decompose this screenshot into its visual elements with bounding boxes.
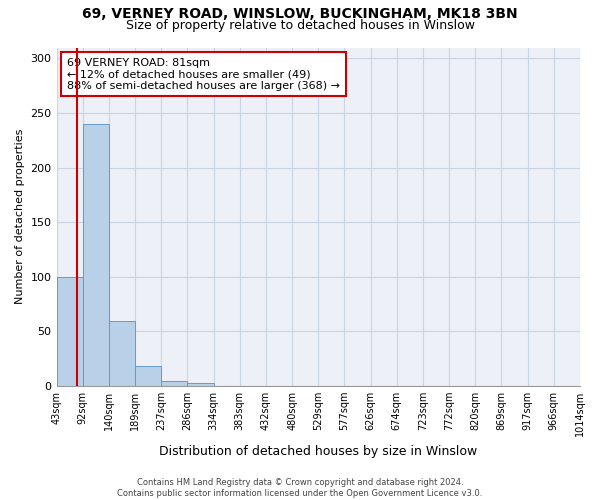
Y-axis label: Number of detached properties: Number of detached properties (15, 129, 25, 304)
Text: 69, VERNEY ROAD, WINSLOW, BUCKINGHAM, MK18 3BN: 69, VERNEY ROAD, WINSLOW, BUCKINGHAM, MK… (82, 8, 518, 22)
Text: 69 VERNEY ROAD: 81sqm
← 12% of detached houses are smaller (49)
88% of semi-deta: 69 VERNEY ROAD: 81sqm ← 12% of detached … (67, 58, 340, 91)
Bar (109, 320, 135, 386)
X-axis label: Distribution of detached houses by size in Winslow: Distribution of detached houses by size … (159, 444, 478, 458)
Bar (83, 124, 109, 386)
Text: Size of property relative to detached houses in Winslow: Size of property relative to detached ho… (125, 19, 475, 32)
Bar (56, 277, 83, 386)
Bar (187, 383, 214, 386)
Bar (135, 366, 161, 386)
Bar (161, 380, 187, 386)
Text: Contains HM Land Registry data © Crown copyright and database right 2024.
Contai: Contains HM Land Registry data © Crown c… (118, 478, 482, 498)
